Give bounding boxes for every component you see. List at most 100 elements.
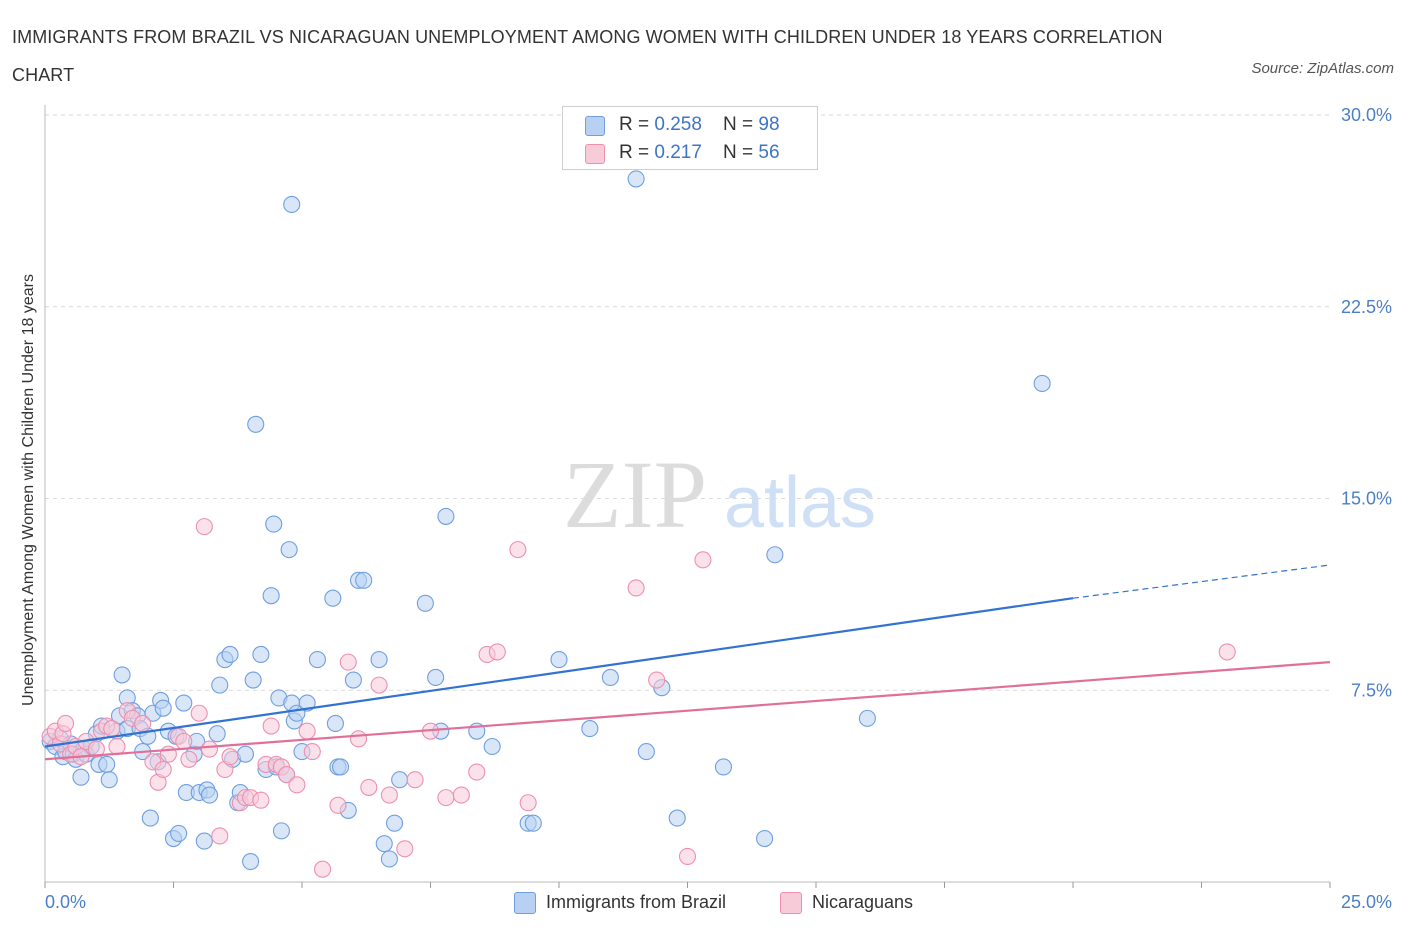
point-brazil[interactable] — [637, 743, 655, 761]
point-nicaraguans[interactable] — [57, 714, 75, 733]
watermark-zip: ZIP — [563, 441, 707, 548]
point-nicaraguans[interactable] — [360, 778, 378, 796]
point-brazil[interactable] — [714, 758, 733, 776]
point-nicaraguans[interactable] — [175, 732, 193, 750]
point-brazil[interactable] — [326, 714, 344, 733]
point-nicaraguans[interactable] — [303, 743, 321, 761]
point-nicaraguans[interactable] — [519, 794, 537, 812]
point-brazil[interactable] — [581, 720, 599, 738]
point-brazil[interactable] — [283, 195, 301, 214]
point-brazil[interactable] — [175, 694, 193, 712]
point-nicaraguans[interactable] — [252, 791, 270, 809]
point-nicaraguans[interactable] — [648, 671, 666, 689]
point-brazil[interactable] — [208, 725, 226, 743]
point-brazil[interactable] — [244, 671, 262, 689]
point-nicaraguans[interactable] — [509, 541, 527, 559]
point-nicaraguans[interactable] — [221, 748, 239, 766]
point-nicaraguans[interactable] — [380, 786, 398, 804]
point-nicaraguans[interactable] — [195, 518, 213, 536]
point-nicaraguans[interactable] — [396, 840, 414, 858]
point-nicaraguans[interactable] — [278, 766, 296, 784]
point-brazil[interactable] — [380, 850, 398, 868]
point-brazil[interactable] — [668, 809, 686, 827]
r-value: 0.258 — [654, 114, 702, 135]
point-nicaraguans[interactable] — [180, 750, 198, 768]
point-nicaraguans[interactable] — [468, 763, 486, 781]
trendline-brazil — [44, 597, 1074, 748]
point-brazil[interactable] — [98, 755, 116, 773]
point-brazil[interactable] — [200, 786, 219, 804]
point-nicaraguans[interactable] — [200, 740, 219, 758]
point-brazil[interactable] — [427, 668, 445, 687]
point-nicaraguans[interactable] — [190, 704, 208, 722]
trend-lines — [44, 564, 1331, 761]
point-nicaraguans[interactable] — [134, 714, 152, 733]
point-nicaraguans[interactable] — [298, 722, 316, 740]
point-brazil[interactable] — [242, 852, 260, 871]
point-brazil[interactable] — [141, 809, 159, 827]
point-brazil[interactable] — [170, 824, 188, 842]
point-nicaraguans[interactable] — [329, 796, 347, 814]
point-brazil[interactable] — [236, 745, 255, 763]
point-brazil[interactable] — [766, 546, 784, 564]
point-brazil[interactable] — [385, 814, 404, 832]
point-brazil[interactable] — [265, 515, 283, 533]
point-brazil[interactable] — [113, 666, 131, 684]
point-nicaraguans[interactable] — [694, 551, 712, 569]
trendline-nicaraguans — [44, 661, 1331, 761]
point-brazil[interactable] — [324, 589, 342, 607]
point-brazil[interactable] — [437, 507, 455, 525]
point-nicaraguans[interactable] — [154, 760, 172, 779]
point-brazil[interactable] — [601, 668, 619, 687]
point-brazil[interactable] — [154, 699, 172, 717]
point-brazil[interactable] — [221, 645, 239, 664]
point-nicaraguans[interactable] — [339, 653, 357, 671]
point-nicaraguans[interactable] — [678, 847, 697, 865]
point-nicaraguans[interactable] — [262, 717, 280, 735]
watermark-atlas: atlas — [724, 463, 876, 543]
point-brazil[interactable] — [375, 835, 393, 853]
point-brazil[interactable] — [100, 771, 118, 789]
point-brazil[interactable] — [211, 676, 229, 694]
point-brazil[interactable] — [627, 170, 645, 188]
point-nicaraguans[interactable] — [437, 789, 455, 807]
point-nicaraguans[interactable] — [452, 786, 470, 804]
point-nicaraguans[interactable] — [87, 740, 105, 758]
point-brazil[interactable] — [72, 768, 90, 786]
point-brazil[interactable] — [195, 832, 213, 850]
point-brazil[interactable] — [391, 771, 409, 789]
point-brazil[interactable] — [550, 651, 568, 669]
point-brazil[interactable] — [344, 671, 362, 689]
y-tick-label: 30.0% — [1341, 105, 1392, 125]
point-brazil[interactable] — [280, 541, 298, 559]
point-brazil[interactable] — [858, 709, 876, 727]
y-tick-label: 15.0% — [1341, 489, 1392, 509]
y-axis-title: Unemployment Among Women with Children U… — [20, 274, 37, 706]
point-nicaraguans[interactable] — [103, 720, 121, 738]
point-nicaraguans[interactable] — [314, 860, 332, 878]
point-brazil[interactable] — [524, 814, 542, 832]
point-brazil[interactable] — [756, 829, 774, 848]
point-brazil[interactable] — [1033, 374, 1051, 393]
point-nicaraguans[interactable] — [211, 827, 229, 845]
point-brazil[interactable] — [370, 651, 388, 669]
point-nicaraguans[interactable] — [370, 676, 388, 694]
point-brazil[interactable] — [247, 415, 265, 433]
point-nicaraguans[interactable] — [108, 737, 126, 756]
point-brazil[interactable] — [416, 594, 434, 612]
point-brazil[interactable] — [331, 758, 350, 776]
point-nicaraguans[interactable] — [349, 730, 368, 748]
point-nicaraguans[interactable] — [1218, 643, 1236, 661]
point-brazil[interactable] — [483, 737, 501, 756]
point-nicaraguans[interactable] — [406, 771, 424, 789]
y-tick-label: 7.5% — [1351, 680, 1392, 700]
point-brazil[interactable] — [262, 587, 280, 605]
point-brazil[interactable] — [272, 822, 290, 840]
legend-swatch-nicaraguans — [585, 144, 605, 164]
point-nicaraguans[interactable] — [288, 776, 306, 794]
point-brazil[interactable] — [308, 651, 326, 669]
point-brazil[interactable] — [252, 645, 270, 664]
point-brazil[interactable] — [355, 571, 373, 589]
point-nicaraguans[interactable] — [627, 579, 645, 597]
point-nicaraguans[interactable] — [488, 643, 506, 661]
